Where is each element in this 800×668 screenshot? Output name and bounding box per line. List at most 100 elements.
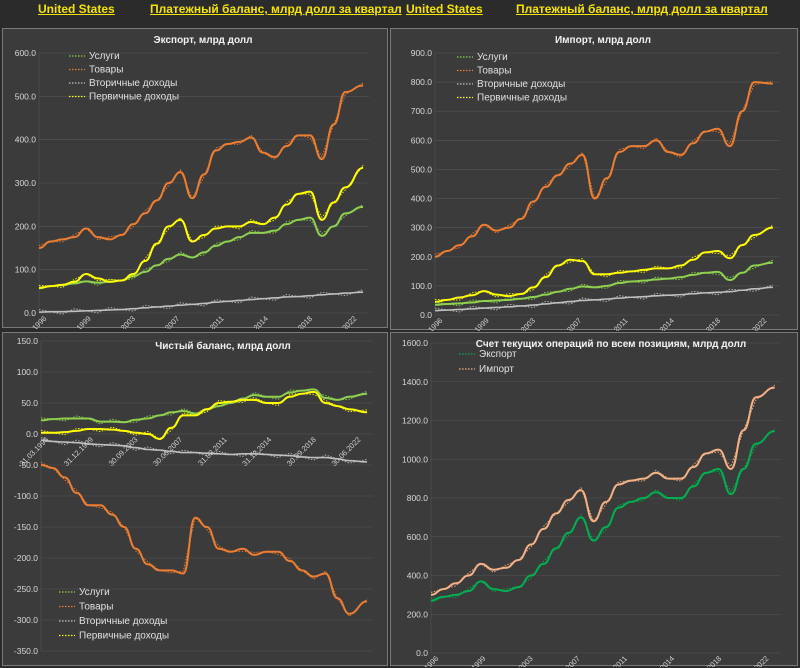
y-tick-label: -200.0 (14, 553, 38, 563)
x-tick-label: 30.06.2007 (550, 316, 583, 331)
x-tick-label: 31.03.2011 (193, 314, 226, 329)
y-tick-label: 400.0 (15, 135, 37, 145)
legend-label-services: Услуги (89, 51, 120, 62)
header-country[interactable]: United States (406, 2, 483, 16)
chart-panel-export: 0.0100.0200.0300.0400.0500.0600.031.03.1… (2, 28, 388, 329)
series-line-primary (41, 390, 368, 440)
x-tick-label: 30.09.2003 (502, 654, 535, 667)
y-tick-label: 400.0 (411, 194, 433, 204)
series-line-goods (38, 84, 364, 249)
x-tick-label: 30.06.2022 (326, 314, 359, 329)
x-tick-label: 31.12.1999 (62, 435, 95, 468)
y-tick-label: -150.0 (14, 522, 38, 532)
y-tick-label: 700.0 (411, 106, 433, 116)
x-tick-label: 31.03.2011 (596, 654, 629, 667)
y-tick-label: 0.0 (26, 429, 38, 439)
x-tick-label: 30.09.2003 (504, 316, 537, 331)
x-tick-label: 30.09.2018 (690, 654, 723, 667)
chart-panel-current-account: 0.0 200.0 400.0 600.0 800.0 1000.0 1200.0 1400.… (390, 332, 798, 667)
series-line-secondary (40, 439, 368, 463)
y-tick-label: 50.0 (21, 398, 38, 408)
y-tick-label: 100.0 (411, 281, 433, 291)
y-tick-label: 0.0 (24, 308, 36, 318)
legend-label-goods: Товары (477, 66, 511, 77)
series-line-secondary (38, 291, 364, 313)
chart-title: Счет текущих операций по всем позициям, … (476, 339, 746, 350)
header-country[interactable]: United States (38, 2, 115, 16)
legend-label-secondary: Вторичные доходы (89, 78, 177, 89)
series-line-primary (38, 166, 364, 289)
y-tick-label: 1200.0 (402, 416, 428, 426)
y-tick-label: 800.0 (407, 493, 429, 503)
y-tick-label: 1000.0 (402, 454, 428, 464)
x-tick-label: 30.09.2003 (107, 435, 140, 468)
y-tick-label: 400.0 (407, 571, 429, 581)
y-tick-label: -100.0 (14, 491, 38, 501)
y-tick-label: 200.0 (407, 609, 429, 619)
y-tick-label: -300.0 (14, 615, 38, 625)
series-line-export (430, 430, 775, 602)
y-tick-label: 900.0 (411, 48, 433, 58)
y-tick-label: 800.0 (411, 77, 433, 87)
y-tick-label: 200.0 (15, 221, 37, 231)
y-tick-label: 600.0 (411, 135, 433, 145)
chart-panel-net-balance: -350.0 -300.0 -250.0 -200.0 -150.0 -100.0 -50.… (2, 332, 388, 666)
x-tick-label: 31.03.2011 (597, 316, 630, 331)
y-tick-label: 100.0 (15, 265, 37, 275)
legend-label-export: Экспорт (479, 349, 517, 360)
y-tick-label: 200.0 (411, 252, 433, 262)
series-raw-line-goods (434, 80, 773, 255)
y-tick-label: 500.0 (411, 164, 433, 174)
x-tick-label: 31.12.2014 (643, 654, 676, 667)
chart-title: Импорт, млрд долл (555, 35, 651, 46)
series-line-services (434, 261, 773, 306)
series-line-import (430, 386, 775, 596)
x-tick-label: 31.12.1999 (60, 314, 93, 329)
header-subtitle: Платежный баланс, млрд долл за квартал (150, 2, 402, 16)
y-tick-label: 500.0 (15, 91, 37, 101)
x-tick-label: 31.12.2014 (643, 316, 676, 331)
x-tick-label: 30.09.2003 (104, 314, 137, 329)
series-raw-line-secondary (434, 284, 774, 313)
series-line-secondary (434, 286, 773, 312)
y-tick-label: 1400.0 (402, 377, 428, 387)
legend-label-goods: Товары (89, 65, 123, 76)
legend-label-primary: Первичные доходы (477, 93, 567, 104)
legend-label-secondary: Вторичные доходы (79, 616, 167, 627)
legend-label-primary: Первичные доходы (79, 631, 169, 642)
series-raw-line-export (430, 428, 776, 599)
y-tick-label: -50.0 (19, 460, 39, 470)
series-line-services (38, 205, 364, 290)
series-raw-line-primary (38, 165, 364, 288)
x-tick-label: 31.03.2011 (196, 435, 229, 468)
x-tick-label: 30.06.2022 (330, 435, 363, 468)
x-tick-label: 30.06.2007 (148, 314, 181, 329)
y-tick-label: 600.0 (15, 48, 37, 58)
x-tick-label: 30.09.2018 (281, 314, 314, 329)
series-raw-line-import (430, 384, 776, 593)
x-tick-label: 30.06.2022 (736, 316, 769, 331)
legend-label-import: Импорт (479, 364, 514, 375)
chart-title: Чистый баланс, млрд долл (155, 340, 291, 352)
y-tick-label: 300.0 (411, 223, 433, 233)
y-tick-label: 0.0 (416, 648, 428, 658)
legend-label-primary: Первичные доходы (89, 92, 179, 103)
legend-label-goods: Товары (79, 602, 113, 613)
legend-label-services: Услуги (79, 587, 110, 598)
series-line-primary (434, 226, 773, 303)
y-tick-label: -350.0 (14, 646, 38, 656)
x-tick-label: 30.09.2018 (285, 435, 318, 468)
series-raw-line-secondary (38, 289, 364, 315)
x-tick-label: 31.12.1999 (458, 316, 491, 331)
y-tick-label: 1600.0 (402, 338, 428, 348)
y-tick-label: 600.0 (407, 532, 429, 542)
x-tick-label: 30.06.2007 (549, 654, 582, 667)
y-tick-label: -250.0 (14, 584, 38, 594)
series-raw-line-primary (434, 224, 774, 301)
series-line-goods (434, 81, 773, 258)
series-line-goods (40, 464, 368, 615)
y-tick-label: 150.0 (17, 336, 39, 346)
series-raw-line-primary (40, 393, 368, 440)
x-tick-label: 31.12.2014 (237, 314, 270, 329)
y-tick-label: 100.0 (17, 367, 39, 377)
